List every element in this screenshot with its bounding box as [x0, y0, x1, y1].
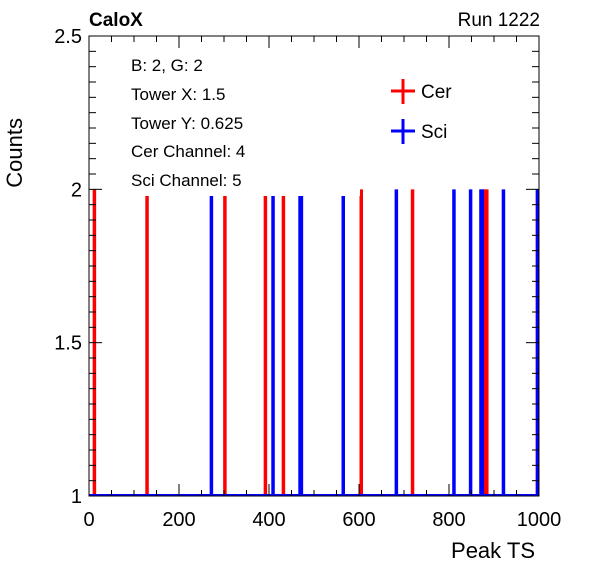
x-tick-label: 400 [252, 509, 285, 531]
legend-label-sci: Sci [421, 122, 447, 143]
info-box-background [124, 50, 360, 196]
y-tick-label: 2 [71, 179, 82, 201]
x-tick-label: 600 [342, 509, 375, 531]
y-axis-title: Counts [2, 118, 27, 188]
run-label: Run 1222 [458, 10, 540, 31]
experiment-label: CaloX [89, 10, 143, 31]
x-tick-label: 1000 [517, 509, 562, 531]
y-tick-label: 2.5 [54, 26, 82, 48]
legend: Cer Sci [391, 79, 452, 144]
info-board-group: B: 2, G: 2 [131, 56, 203, 75]
y-tick-label: 1 [71, 486, 82, 508]
x-tick-label: 0 [83, 509, 94, 531]
y-tick-label: 1.5 [54, 333, 82, 355]
info-sci-channel: Sci Channel: 5 [131, 171, 242, 190]
info-tower-y: Tower Y: 0.625 [131, 114, 243, 133]
info-tower-x: Tower X: 1.5 [131, 85, 226, 104]
x-tick-label: 800 [432, 509, 465, 531]
x-axis-ticks: 0 200 400 600 800 1000 [83, 36, 561, 531]
info-box: B: 2, G: 2 Tower X: 1.5 Tower Y: 0.625 C… [124, 50, 360, 196]
legend-marker-sci [391, 119, 415, 144]
x-tick-label: 200 [162, 509, 195, 531]
info-cer-channel: Cer Channel: 4 [131, 142, 245, 161]
x-axis-title: Peak TS [451, 538, 535, 563]
legend-marker-cer [391, 79, 415, 104]
legend-label-cer: Cer [421, 82, 452, 103]
plot-frame [88, 35, 540, 497]
